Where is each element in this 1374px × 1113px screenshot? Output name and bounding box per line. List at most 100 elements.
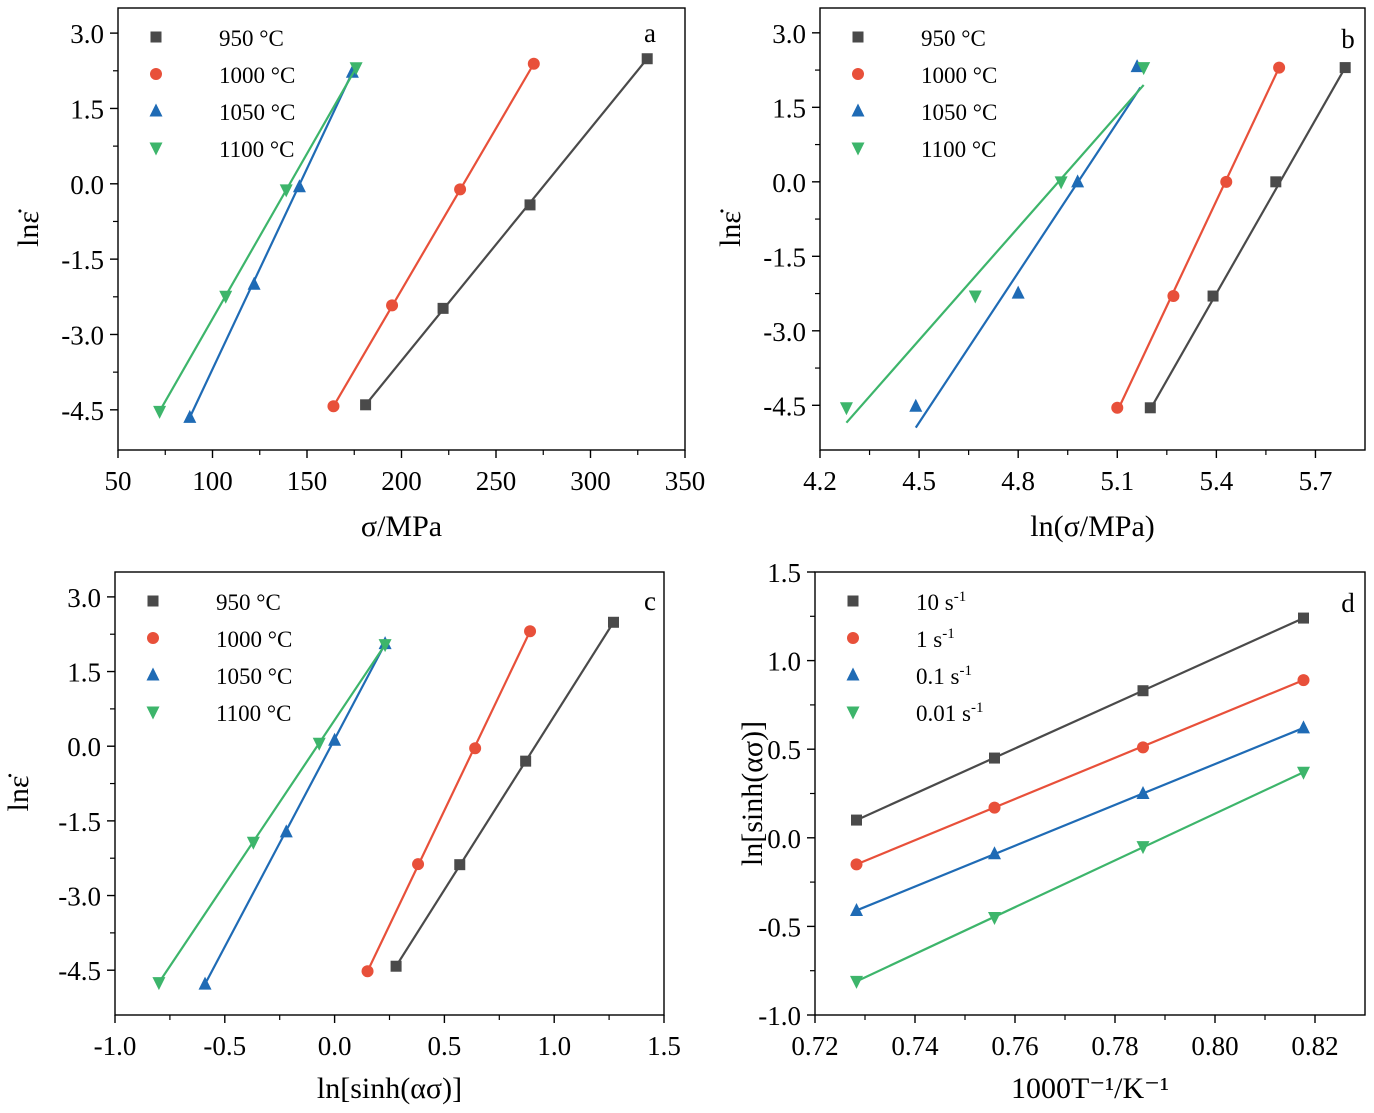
data-point bbox=[312, 737, 326, 751]
plot-frame bbox=[819, 7, 1366, 451]
data-point bbox=[1339, 62, 1351, 74]
x-tick-label: 150 bbox=[287, 466, 328, 496]
fit-line bbox=[856, 617, 1304, 822]
data-point bbox=[361, 965, 374, 978]
legend-label: 1050 °C bbox=[219, 100, 295, 125]
legend-label: 1 s-1 bbox=[916, 626, 955, 652]
legend-marker bbox=[146, 706, 160, 720]
x-tick-label: 5.1 bbox=[1100, 466, 1134, 496]
x-tick-label: 250 bbox=[476, 466, 517, 496]
data-point bbox=[988, 846, 1001, 860]
fit-line bbox=[845, 84, 1145, 424]
legend-label: 0.1 s-1 bbox=[916, 663, 972, 689]
data-point bbox=[378, 639, 392, 653]
data-point bbox=[437, 302, 449, 314]
data-point bbox=[279, 824, 293, 838]
y-tick-label: 1.0 bbox=[767, 647, 801, 677]
legend-marker bbox=[851, 103, 865, 117]
x-tick-label: 4.2 bbox=[803, 466, 837, 496]
data-point bbox=[219, 290, 233, 304]
data-point bbox=[247, 276, 261, 290]
data-point bbox=[1207, 290, 1219, 302]
fit-line bbox=[332, 63, 535, 407]
series-0 bbox=[390, 616, 619, 972]
legend-marker bbox=[150, 68, 162, 80]
data-point bbox=[607, 616, 619, 628]
y-axis-label: ln[sinh(ασ)] bbox=[736, 721, 769, 866]
data-point bbox=[524, 199, 536, 211]
data-point bbox=[1071, 174, 1085, 188]
panel-b: 4.2 4.5 4.8 5.1 5.4 5.7 3.0 1.5 0.0 -1.5 -3.0 -4.5 l… bbox=[714, 7, 1366, 543]
data-point bbox=[454, 859, 466, 871]
series-2 bbox=[850, 720, 1310, 916]
data-point bbox=[328, 732, 342, 746]
data-point bbox=[360, 399, 372, 411]
x-axis-label: ln(σ/MPa) bbox=[1030, 510, 1155, 543]
data-point bbox=[527, 57, 540, 70]
x-tick-label: -0.5 bbox=[203, 1031, 246, 1061]
fit-line bbox=[364, 58, 649, 406]
data-point bbox=[183, 409, 197, 423]
y-tick-label: -1.5 bbox=[58, 807, 101, 837]
data-point bbox=[349, 62, 363, 76]
series-3 bbox=[850, 766, 1310, 989]
series-1 bbox=[850, 674, 1310, 871]
legend-label: 1100 °C bbox=[921, 137, 996, 162]
x-axis-label: 1000T⁻¹/K⁻¹ bbox=[1011, 1072, 1169, 1105]
fit-line bbox=[1149, 67, 1347, 410]
x-axis-label: ln[sinh(ασ)] bbox=[317, 1072, 462, 1105]
series-3 bbox=[153, 62, 363, 419]
data-point bbox=[1137, 741, 1149, 754]
legend-label: 1100 °C bbox=[219, 137, 294, 162]
x-tick-label: 300 bbox=[570, 466, 611, 496]
data-point bbox=[386, 299, 399, 312]
legend-marker bbox=[847, 595, 859, 607]
legend-label: 1050 °C bbox=[216, 664, 292, 689]
legend-label: 10 s-1 bbox=[916, 589, 966, 615]
panel-label: b bbox=[1341, 24, 1355, 54]
legend-marker bbox=[150, 31, 162, 43]
data-point bbox=[1144, 402, 1156, 414]
data-point bbox=[1273, 61, 1286, 74]
x-tick-label: 0.80 bbox=[1191, 1031, 1238, 1061]
data-point bbox=[1297, 720, 1310, 734]
data-point bbox=[968, 290, 982, 304]
fit-line bbox=[158, 67, 358, 412]
x-tick-label: 0.74 bbox=[891, 1031, 939, 1061]
legend-marker bbox=[146, 667, 160, 681]
y-tick-label: 0.0 bbox=[67, 732, 101, 762]
y-tick-label: 3.0 bbox=[70, 19, 104, 49]
fit-line bbox=[856, 679, 1304, 866]
x-tick-label: 5.7 bbox=[1299, 466, 1333, 496]
data-point bbox=[1054, 176, 1068, 190]
legend-label: 1000 °C bbox=[219, 63, 295, 88]
legend-marker bbox=[149, 142, 163, 156]
legend-marker bbox=[846, 706, 860, 720]
data-point bbox=[279, 184, 293, 198]
y-axis-label: lnε̇ bbox=[2, 774, 35, 812]
plot-frame bbox=[114, 571, 665, 1016]
y-tick-label: 1.5 bbox=[767, 558, 801, 588]
series-3 bbox=[152, 639, 392, 991]
fit-line bbox=[856, 726, 1304, 912]
y-tick-label: -0.5 bbox=[758, 912, 801, 942]
data-point bbox=[454, 183, 467, 196]
series-2 bbox=[909, 59, 1144, 429]
series-2 bbox=[183, 64, 359, 423]
x-tick-label: -1.0 bbox=[94, 1031, 137, 1061]
y-tick-label: -4.5 bbox=[58, 956, 101, 986]
series-1 bbox=[327, 57, 540, 413]
data-point bbox=[1137, 62, 1151, 76]
data-point bbox=[988, 801, 1001, 814]
data-point bbox=[1220, 175, 1233, 188]
data-point bbox=[1130, 59, 1144, 73]
y-tick-label: 1.5 bbox=[772, 93, 806, 123]
data-point bbox=[1011, 285, 1025, 299]
series-0 bbox=[1144, 62, 1351, 414]
legend-marker bbox=[147, 632, 159, 644]
data-point bbox=[1137, 685, 1149, 697]
series-1 bbox=[361, 625, 537, 978]
legend-label: 950 °C bbox=[921, 26, 986, 51]
fit-line bbox=[188, 71, 354, 418]
y-tick-label: -3.0 bbox=[58, 882, 101, 912]
